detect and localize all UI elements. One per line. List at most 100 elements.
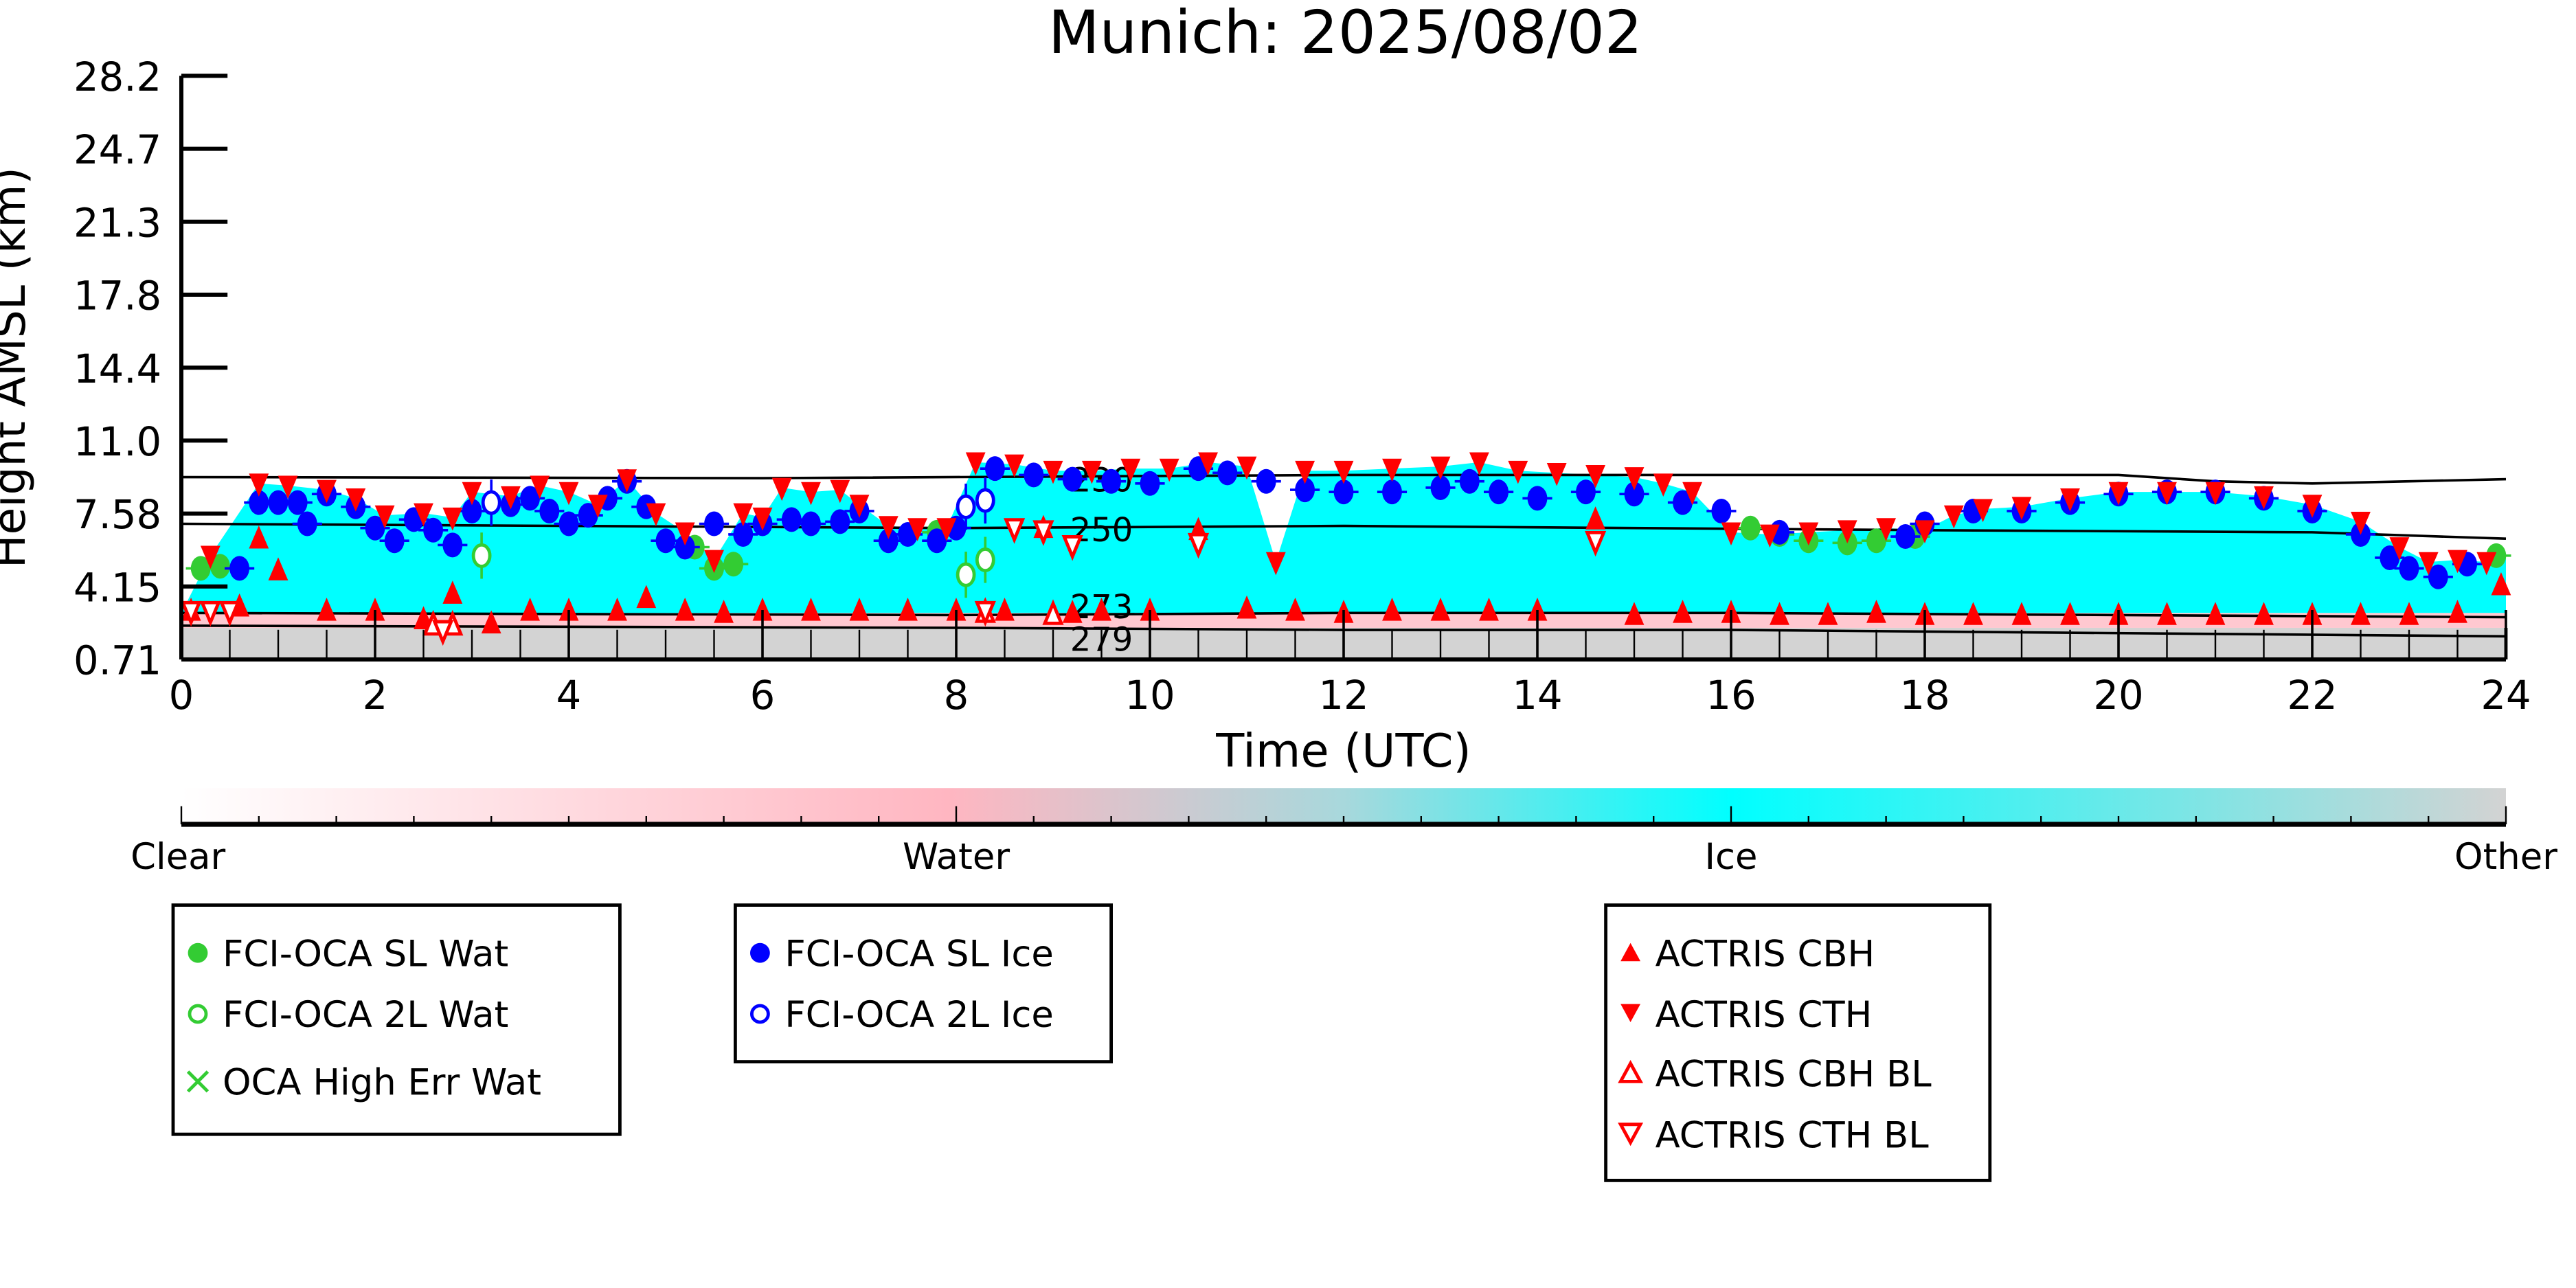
colorbar-label-water: Water [903,836,1010,878]
marker-actris-cth [1653,473,1673,497]
marker-fci-oca-sl-ice [423,517,443,543]
marker-fci-oca-sl-ice [287,490,308,515]
marker-actris-cth [278,475,298,499]
marker-fci-oca-sl-ice [1382,479,1402,505]
y-tick-label: 7.58 [74,492,161,538]
marker-actris-cbh [1479,598,1499,621]
marker-fci-oca-sl-ice [1895,524,1916,550]
legend-label: FCI-OCA 2L Wat [223,994,508,1036]
marker-actris-cbh [898,598,918,621]
marker-actris-cth [1760,524,1780,548]
marker-actris-cth [249,473,269,497]
marker-actris-cth [1624,467,1645,490]
x-tick-label: 22 [2287,673,2337,719]
marker-actris-cth [752,507,773,531]
marker-fci-oca-sl-ice [1256,468,1276,494]
x-tick-label: 2 [363,673,388,719]
legend-marker-2l-wat [188,1004,208,1024]
marker-actris-cth [1382,458,1402,482]
marker-fci-oca-sl-ice [985,456,1005,482]
x-tick-label: 8 [944,673,969,719]
marker-actris-cth [936,518,957,541]
y-tick-label: 0.71 [74,638,161,684]
marker-actris-cbh [1382,598,1402,621]
marker-fci-oca-sl-ice [268,490,289,515]
x-tick-label: 0 [169,673,194,719]
marker-actris-cth [965,452,986,476]
marker-fci-oca-sl-ice [520,486,540,511]
marker-actris-cth [1798,522,1819,546]
marker-fci-oca-sl-ice [2380,545,2400,570]
marker-actris-cth [414,503,433,527]
marker-actris-cth-bl [1004,518,1026,544]
marker-actris-cbh [2351,602,2371,625]
marker-actris-cth [733,503,754,527]
marker-actris-cth [2205,482,2226,506]
marker-actris-cth [1508,460,1528,484]
marker-actris-cth [1973,499,1993,523]
marker-actris-cth [617,469,637,493]
y-tick-label: 4.15 [74,565,161,611]
marker-actris-cth [1585,465,1605,488]
marker-fci-oca-sl-ice [384,528,405,554]
marker-fci-oca-sl-ice [1295,477,1315,503]
marker-actris-cth [801,482,821,506]
marker-actris-cth [2302,495,2323,518]
x-tick-label: 24 [2481,673,2531,719]
marker-fci-oca-sl-ice [1024,462,1044,488]
marker-actris-cth [704,550,724,574]
legend-label: ACTRIS CTH BL [1656,1114,1930,1156]
marker-actris-cth-bl [180,600,202,627]
marker-actris-cth [1265,552,1286,576]
marker-actris-cbh [2205,602,2226,625]
marker-actris-cth [1546,462,1567,486]
marker-actris-cth [2254,486,2274,510]
legend-label: FCI-OCA 2L Ice [784,994,1054,1036]
marker-actris-cth [1682,482,1702,506]
marker-fci-oca-sl-ice [1430,475,1451,500]
colorbar: Clear Water Ice Other [131,788,2557,878]
marker-actris-cbh [558,598,579,621]
marker-actris-cbh [2399,602,2419,625]
marker-actris-cbh [268,557,289,580]
marker-actris-cth [587,495,608,518]
legend-label: ACTRIS CTH [1656,994,1873,1036]
marker-actris-cbh [1770,602,1789,625]
marker-actris-cbh [801,598,821,621]
marker-actris-cth [1004,454,1024,478]
marker-fci-oca-sl-ice [801,511,821,536]
marker-actris-cth [2011,497,2032,520]
marker-fci-oca-2l-ice [975,488,995,513]
marker-fci-oca-2l-wat [975,547,995,573]
legend-marker-cth-bl [1618,1122,1644,1146]
marker-actris-cbh [636,585,657,609]
marker-fci-oca-sl-ice [1711,498,1732,523]
legend-marker-high-err [186,1070,210,1093]
legend-marker-cbh-bl [1618,1059,1644,1083]
marker-actris-cbh [1527,598,1548,621]
marker-fci-oca-2l-wat [471,543,492,568]
x-tick-label: 4 [556,673,582,719]
marker-actris-cth [771,477,792,501]
marker-fci-oca-sl-ice [1062,466,1083,492]
marker-actris-cth-bl [199,600,221,627]
marker-fci-oca-sl-wat [210,554,230,579]
marker-actris-cth-bl [218,600,241,627]
marker-actris-cth [646,503,666,527]
x-tick-label: 20 [2093,673,2143,719]
marker-fci-oca-sl-ice [704,511,724,536]
marker-actris-cth [1876,518,1896,541]
marker-fci-oca-sl-ice [539,498,560,523]
marker-fci-oca-sl-ice [249,490,269,515]
marker-fci-oca-2l-wat [956,562,976,587]
marker-actris-cth [200,545,221,569]
marker-actris-cth-bl [1585,530,1607,557]
marker-fci-oca-sl-ice [558,511,579,536]
legend-marker-2l-ice [749,1004,770,1024]
marker-fci-oca-sl-ice [1489,479,1509,505]
marker-actris-cbh-bl [1042,599,1064,625]
marker-fci-oca-sl-ice [1101,468,1121,494]
marker-actris-cth [1469,452,1489,476]
x-tick-label: 12 [1318,673,1368,719]
marker-actris-cth [878,516,899,539]
